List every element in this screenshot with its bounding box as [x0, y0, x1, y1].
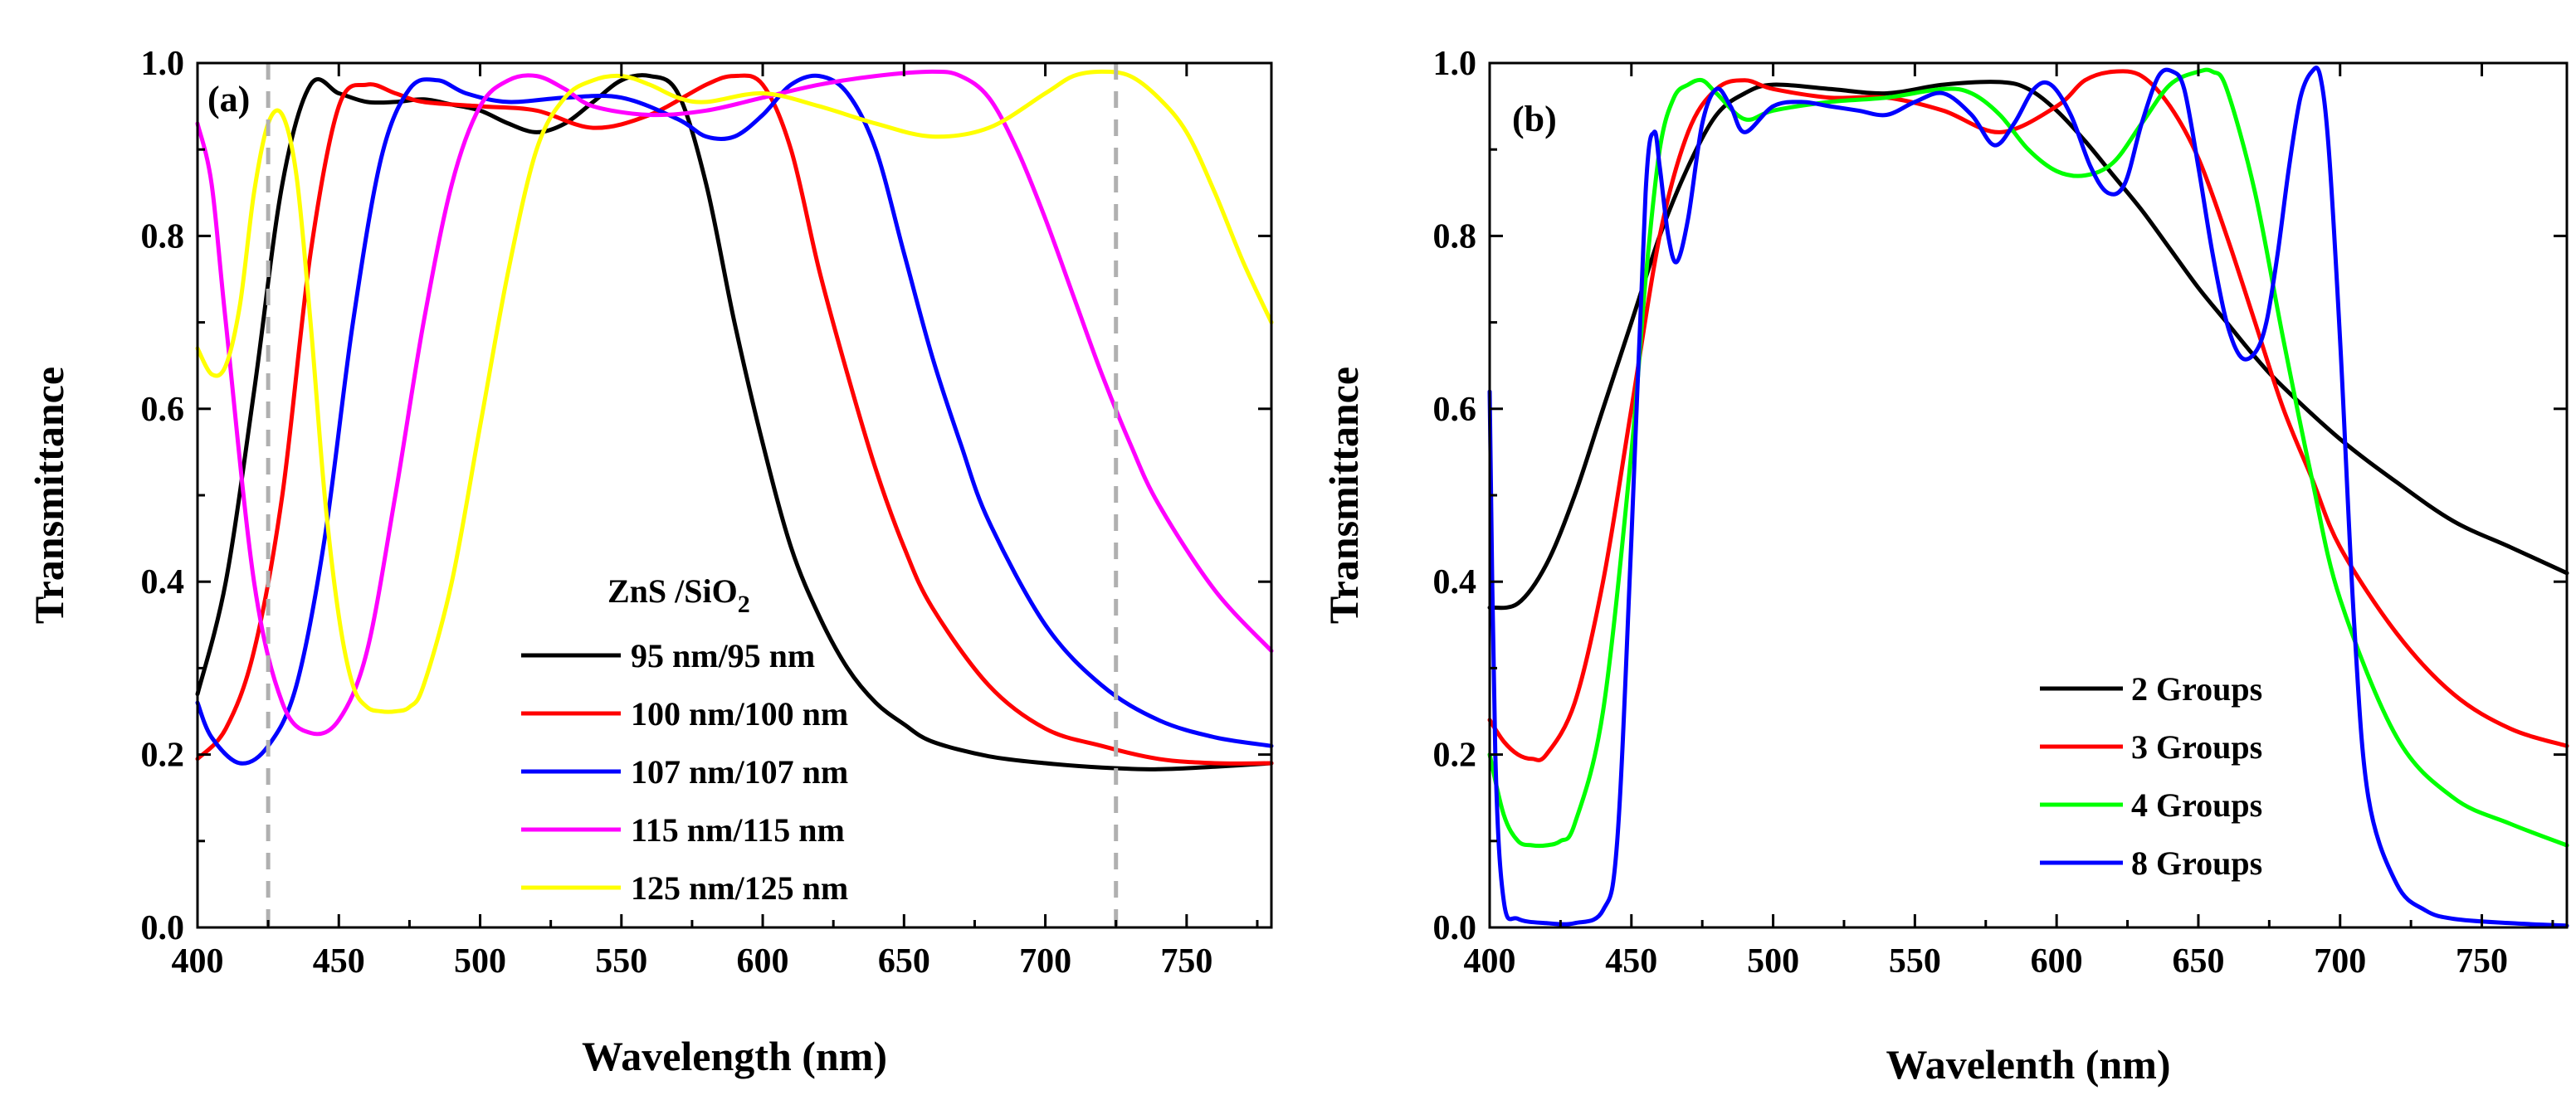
x-tick-label-a-4: 600 [737, 942, 789, 981]
x-tick-label-a-2: 500 [454, 942, 506, 981]
x-tick-label-a-1: 450 [313, 942, 365, 981]
series-line-a-4 [195, 69, 1274, 714]
x-tick-label-b-6: 700 [2314, 942, 2366, 981]
series-layer-a [195, 69, 1274, 771]
panel-label-b: (b) [1512, 99, 1557, 139]
series-line-a-2 [195, 73, 1274, 766]
ticks-a: 400 450 500 550 600 650 700 750 0.0 0.2 0.4 0.6 0.8 1… [141, 45, 1271, 981]
series-line-a-3 [195, 69, 1274, 737]
y-tick-label-a-3: 0.6 [141, 391, 185, 429]
y-tick-label-b-4: 0.8 [1433, 217, 1477, 256]
x-tick-label-a-7: 750 [1160, 942, 1212, 981]
legend-label-b-2: 4 Groups [2131, 786, 2262, 824]
plot-frame-a [196, 61, 1273, 929]
series-line-a-1 [195, 73, 1274, 766]
legend-label-a-2: 107 nm/107 nm [631, 753, 848, 791]
panel-label-a: (a) [207, 79, 250, 119]
x-tick-label-a-3: 550 [595, 942, 647, 981]
legend-label-b-3: 8 Groups [2131, 844, 2262, 882]
y-tick-label-a-4: 0.8 [141, 217, 185, 256]
chart-panel-a: 400 450 500 550 600 650 700 750 0.0 0.2 0.4 0.6 0.8 1… [26, 45, 1274, 1079]
y-axis-title-a: Transmittance [26, 367, 72, 624]
y-tick-label-b-0: 0.0 [1433, 909, 1477, 947]
y-tick-label-b-1: 0.2 [1433, 737, 1477, 775]
y-axis-title-b: Transmittance [1320, 367, 1367, 624]
chart-panel-b: 400 450 500 550 600 650 700 750 0.0 0.2 0.4 0.6 0.8 1… [1320, 45, 2569, 1088]
x-tick-label-b-1: 450 [1605, 942, 1657, 981]
x-tick-label-a-6: 700 [1019, 942, 1071, 981]
legend-label-b-1: 3 Groups [2131, 728, 2262, 766]
legend-a: ZnS /SiO2 95 nm/95 nm 100 nm/100 nm 107 nm… [521, 572, 848, 907]
y-tick-label-b-3: 0.6 [1433, 391, 1477, 429]
x-axis-title-b: Wavelenth (nm) [1886, 1041, 2170, 1088]
legend-title-main-a: ZnS /SiO [607, 572, 738, 610]
x-tick-label-b-2: 500 [1747, 942, 1799, 981]
legend-label-a-3: 115 nm/115 nm [631, 811, 845, 849]
y-tick-label-a-0: 0.0 [141, 909, 185, 947]
x-tick-label-b-4: 600 [2031, 942, 2083, 981]
series-line-b-3 [1487, 66, 2569, 928]
legend-label-a-4: 125 nm/125 nm [631, 869, 848, 907]
legend-label-b-0: 2 Groups [2131, 670, 2262, 708]
legend-label-a-1: 100 nm/100 nm [631, 695, 848, 733]
x-axis-title-a: Wavelength (nm) [582, 1033, 887, 1079]
x-tick-label-b-3: 550 [1889, 942, 1941, 981]
x-tick-label-a-5: 650 [878, 942, 930, 981]
legend-b: 2 Groups 3 Groups 4 Groups 8 Groups [2040, 670, 2262, 882]
y-tick-label-b-5: 1.0 [1433, 45, 1477, 83]
x-tick-label-a-0: 400 [172, 942, 224, 981]
ticks-b: 400 450 500 550 600 650 700 750 0.0 0.2 0.4 0.6 0.8 1… [1433, 45, 2567, 981]
legend-title-a: ZnS /SiO2 [607, 572, 750, 618]
series-line-b-1 [1487, 69, 2569, 762]
reference-lines-a [266, 63, 1119, 927]
x-tick-label-b-0: 400 [1464, 942, 1516, 981]
legend-label-a-0: 95 nm/95 nm [631, 637, 815, 674]
series-layer-b [1487, 66, 2569, 928]
x-tick-label-b-7: 750 [2456, 942, 2508, 981]
y-tick-label-b-2: 0.4 [1433, 563, 1477, 601]
y-tick-label-a-1: 0.2 [141, 737, 185, 775]
plot-frame-b [1488, 61, 2569, 929]
series-line-b-2 [1487, 67, 2569, 849]
series-line-a-0 [195, 73, 1274, 771]
y-tick-label-a-2: 0.4 [141, 563, 185, 601]
legend-title-sub-a: 2 [738, 591, 750, 618]
series-line-b-0 [1487, 80, 2569, 611]
y-tick-label-a-5: 1.0 [141, 45, 185, 83]
x-tick-label-b-5: 650 [2172, 942, 2224, 981]
